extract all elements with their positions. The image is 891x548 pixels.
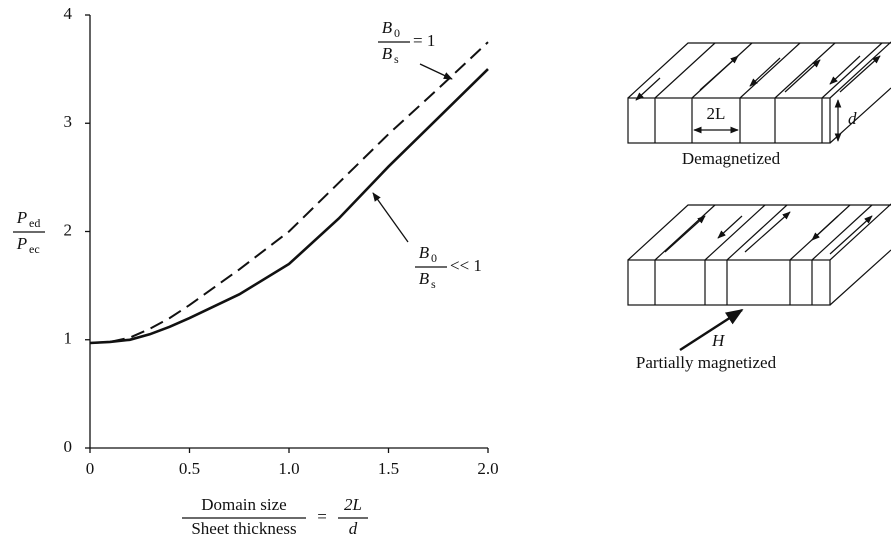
numerator-sub: 0 <box>394 26 400 40</box>
slab-front <box>627 259 831 306</box>
field-label: H <box>711 331 726 350</box>
y-tick-label: 4 <box>64 4 73 23</box>
denominator-sub: s <box>394 52 399 66</box>
y-tick-label: 1 <box>64 329 73 348</box>
series-line <box>89 68 489 345</box>
annotation-arrow <box>419 63 453 80</box>
denominator-sub: s <box>431 277 436 291</box>
magnetization-arrows <box>664 211 873 255</box>
series-line <box>89 41 489 344</box>
numerator-sub: 0 <box>431 251 437 265</box>
y-tick-label: 3 <box>64 112 73 131</box>
numerator: B <box>382 18 393 37</box>
x-axis-label: Domain size Sheet thickness = 2L d <box>182 495 368 538</box>
x-tick-label: 1.0 <box>278 459 299 478</box>
denominator: B <box>419 269 430 288</box>
domain-walls <box>654 42 883 143</box>
denominator: Sheet thickness <box>191 519 296 538</box>
x-tick-label: 2.0 <box>477 459 498 478</box>
annotation: B 0B s << 1 <box>372 192 482 291</box>
annotation: B 0B s = 1 <box>378 18 453 80</box>
x-tick-label: 0 <box>86 459 95 478</box>
domain-diagram: 2L d Demagnetized H Partially magnetized <box>627 41 891 372</box>
annotation-arrow <box>372 192 409 243</box>
numerator: 2L <box>344 495 362 514</box>
denominator: d <box>349 519 358 538</box>
numerator: P <box>16 208 27 227</box>
y-tick-label: 2 <box>64 220 73 239</box>
caption: Partially magnetized <box>636 353 777 372</box>
slab-top <box>627 203 891 306</box>
denominator: P <box>16 234 27 253</box>
x-tick-label: 0.5 <box>179 459 200 478</box>
denominator-sub: ec <box>29 242 40 256</box>
annotation-relation: << 1 <box>450 256 482 275</box>
equals: = <box>317 507 327 526</box>
slab-front <box>627 97 831 144</box>
magnetization-arrows <box>635 55 881 101</box>
caption: Demagnetized <box>682 149 781 168</box>
field-arrow <box>679 308 744 352</box>
width-label: 2L <box>707 104 726 123</box>
numerator: Domain size <box>201 495 286 514</box>
annotation-relation: = 1 <box>413 31 435 50</box>
denominator: B <box>382 44 393 63</box>
numerator: B <box>419 243 430 262</box>
x-tick-label: 1.5 <box>378 459 399 478</box>
numerator-sub: ed <box>29 216 40 230</box>
y-tick-label: 0 <box>64 437 73 456</box>
thickness-label: d <box>848 109 857 128</box>
domain-walls <box>654 204 873 305</box>
